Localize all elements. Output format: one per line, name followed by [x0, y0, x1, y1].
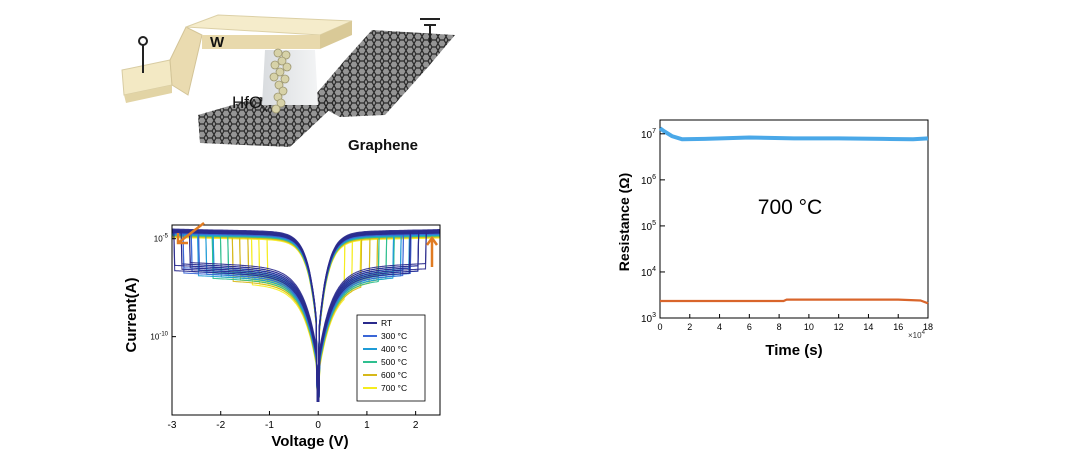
iv-chart: -3 -2 -1 0 1 2 10-5 10-10 Voltage (V) Current(…: [123, 222, 441, 450]
filament-bead: [270, 60, 280, 70]
iv-curve: [172, 228, 440, 402]
filament-bead: [269, 72, 279, 82]
iv-legend: RT 300 °C 400 °C 500 °C 600 °C 700 °C: [356, 314, 426, 402]
iv-x-tick-label: 0: [315, 420, 321, 431]
rt-y-tick-label: 105: [641, 220, 656, 233]
filament-bead: [280, 74, 290, 84]
rt-x-tick-label: 14: [863, 322, 873, 332]
iv-x-tick-label: -1: [265, 420, 274, 431]
rt-y-axis-label: Resistance (Ω): [616, 173, 632, 271]
conductive-filament: [269, 48, 292, 114]
filament-bead: [278, 86, 288, 96]
graphene-sheet-raised: [310, 30, 455, 117]
filament-bead: [271, 104, 281, 114]
graphene-sheet-flat: [198, 97, 340, 147]
rt-x-tick-label: 6: [747, 322, 752, 332]
retention-chart: 0 2 4 6 8 10 12 14 16 18 103 104 105 106 107 700 °C T…: [616, 119, 933, 359]
rt-x-ticks: 0 2 4 6 8 10 12 14 16 18: [657, 314, 933, 332]
sweep-arrow-right-icon: [425, 235, 439, 267]
rt-x-tick-label: 18: [923, 322, 933, 332]
iv-y-tick-label: 10-5: [154, 234, 169, 244]
rt-low-state-line: [660, 298, 929, 305]
rt-x-tick-label: 10: [804, 322, 814, 332]
rt-x-tick-label: 0: [657, 322, 662, 332]
ground-icon: [420, 18, 440, 43]
iv-x-tick-label: 1: [364, 420, 370, 431]
w-electrode-slope: [169, 26, 203, 96]
rt-y-tick-label: 104: [641, 266, 656, 279]
rt-annotation: 700 °C: [758, 196, 822, 219]
rt-x-axis-label: Time (s): [765, 342, 822, 359]
rt-x-multiplier: ×104: [908, 330, 926, 340]
iv-curves: [172, 228, 440, 402]
filament-bead: [282, 62, 292, 72]
sweep-arrow-left-icon: [176, 222, 205, 245]
iv-x-ticks: -3 -2 -1 0 1 2: [168, 411, 419, 431]
iv-legend-entry: 600 °C: [381, 370, 407, 380]
rt-high-state-line: [658, 126, 929, 142]
filament-bead: [281, 50, 291, 60]
iv-plot-frame: [171, 224, 441, 416]
rt-x-tick-label: 8: [777, 322, 782, 332]
filament-bead: [276, 98, 286, 108]
device-schematic: W HfOx Graphene: [121, 14, 455, 154]
iv-x-axis-label: Voltage (V): [271, 433, 348, 450]
iv-legend-entry: 500 °C: [381, 357, 407, 367]
iv-legend-box: [356, 314, 426, 402]
rt-x-tick-label: 12: [834, 322, 844, 332]
rt-x-tick-label: 16: [893, 322, 903, 332]
filament-bead: [273, 48, 283, 58]
iv-y-tick-label: 10-10: [150, 332, 168, 342]
iv-legend-entry: RT: [381, 318, 392, 328]
oxide-label: HfOx: [232, 93, 268, 115]
iv-y-axis-label: Current(A): [123, 278, 140, 353]
iv-x-tick-label: 2: [413, 420, 419, 431]
oxide-subscript: x: [262, 103, 268, 115]
channel-label: Graphene: [348, 137, 418, 154]
filament-bead: [277, 56, 287, 66]
left-probe-icon: [138, 36, 148, 73]
iv-legend-entry: 400 °C: [381, 344, 407, 354]
rt-x-tick-label: 2: [687, 322, 692, 332]
iv-x-tick-label: -2: [216, 420, 225, 431]
rt-x-tick-label: 4: [717, 322, 722, 332]
rt-y-ticks: 103 104 105 106 107: [641, 128, 665, 325]
rt-y-tick-label: 107: [641, 128, 656, 141]
filament-bead: [274, 80, 284, 90]
electrode-label: W: [210, 34, 225, 51]
iv-y-ticks: 10-5 10-10: [150, 234, 176, 342]
iv-legend-entry: 300 °C: [381, 331, 407, 341]
rt-y-tick-label: 103: [641, 312, 656, 325]
rt-series: [658, 126, 929, 305]
iv-x-tick-label: -3: [168, 420, 177, 431]
rt-y-tick-label: 106: [641, 174, 656, 187]
iv-series: [172, 228, 440, 402]
rt-plot-frame: [659, 119, 929, 319]
iv-legend-entry: 700 °C: [381, 383, 407, 393]
filament-bead: [275, 67, 285, 77]
